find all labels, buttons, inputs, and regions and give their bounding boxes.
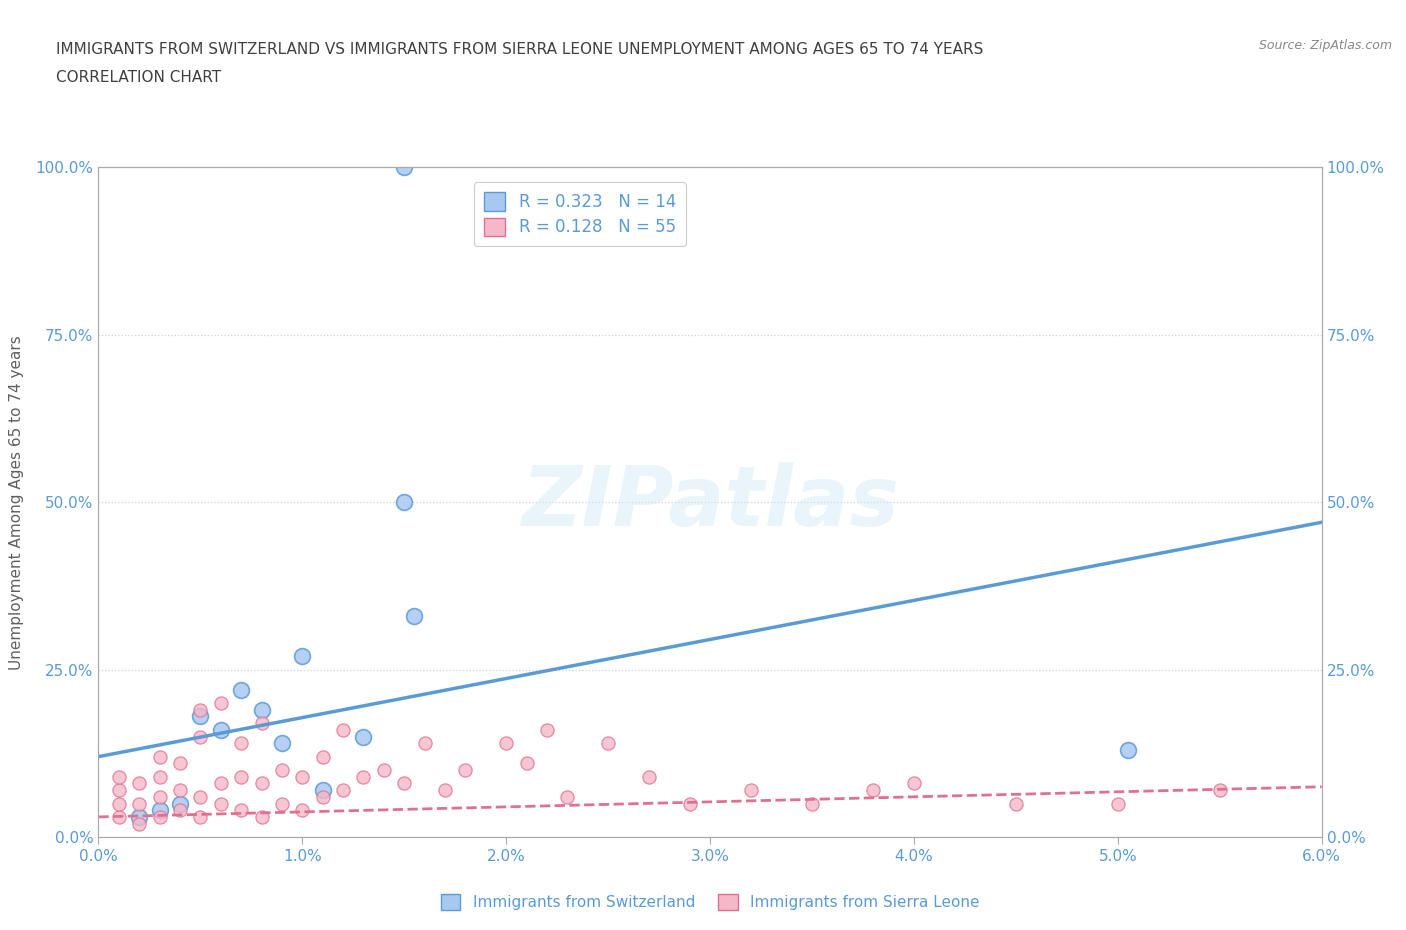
Point	[169, 796, 191, 811]
Point	[188, 702, 212, 717]
Text: ZIPatlas: ZIPatlas	[522, 461, 898, 543]
Point	[413, 736, 436, 751]
Text: IMMIGRANTS FROM SWITZERLAND VS IMMIGRANTS FROM SIERRA LEONE UNEMPLOYMENT AMONG A: IMMIGRANTS FROM SWITZERLAND VS IMMIGRANT…	[56, 42, 984, 57]
Point	[188, 809, 212, 824]
Point	[392, 776, 416, 790]
Point	[291, 649, 314, 664]
Text: Source: ZipAtlas.com: Source: ZipAtlas.com	[1258, 39, 1392, 52]
Point	[209, 696, 232, 711]
Point	[404, 608, 426, 623]
Point	[1116, 742, 1139, 757]
Point	[392, 160, 416, 175]
Point	[108, 796, 131, 811]
Point	[311, 750, 335, 764]
Point	[108, 783, 131, 798]
Y-axis label: Unemployment Among Ages 65 to 74 years: Unemployment Among Ages 65 to 74 years	[10, 335, 24, 670]
Text: CORRELATION CHART: CORRELATION CHART	[56, 70, 221, 85]
Point	[231, 769, 253, 784]
Point	[209, 776, 232, 790]
Point	[332, 783, 354, 798]
Point	[270, 736, 292, 751]
Legend: Immigrants from Switzerland, Immigrants from Sierra Leone: Immigrants from Switzerland, Immigrants …	[434, 887, 986, 916]
Point	[188, 790, 212, 804]
Point	[740, 783, 762, 798]
Point	[862, 783, 884, 798]
Point	[149, 750, 172, 764]
Point	[801, 796, 824, 811]
Point	[149, 809, 172, 824]
Point	[250, 716, 273, 731]
Point	[291, 769, 314, 784]
Point	[311, 783, 335, 798]
Point	[679, 796, 702, 811]
Point	[149, 769, 172, 784]
Point	[332, 723, 354, 737]
Point	[128, 817, 150, 831]
Point	[555, 790, 579, 804]
Point	[516, 756, 538, 771]
Point	[1004, 796, 1026, 811]
Point	[352, 769, 374, 784]
Point	[352, 729, 374, 744]
Point	[495, 736, 517, 751]
Point	[291, 803, 314, 817]
Point	[536, 723, 558, 737]
Point	[128, 809, 150, 824]
Point	[270, 763, 292, 777]
Point	[1107, 796, 1129, 811]
Point	[231, 683, 253, 698]
Point	[598, 736, 620, 751]
Point	[231, 803, 253, 817]
Point	[209, 796, 232, 811]
Point	[108, 769, 131, 784]
Point	[108, 809, 131, 824]
Point	[209, 723, 232, 737]
Point	[311, 790, 335, 804]
Point	[188, 729, 212, 744]
Point	[270, 796, 292, 811]
Point	[149, 803, 172, 817]
Point	[149, 790, 172, 804]
Point	[128, 776, 150, 790]
Point	[188, 709, 212, 724]
Point	[903, 776, 925, 790]
Point	[433, 783, 456, 798]
Point	[637, 769, 661, 784]
Point	[128, 796, 150, 811]
Point	[1208, 783, 1232, 798]
Point	[250, 809, 273, 824]
Point	[250, 702, 273, 717]
Point	[169, 756, 191, 771]
Point	[454, 763, 477, 777]
Point	[169, 783, 191, 798]
Point	[373, 763, 395, 777]
Point	[250, 776, 273, 790]
Point	[392, 495, 416, 510]
Point	[169, 803, 191, 817]
Point	[231, 736, 253, 751]
